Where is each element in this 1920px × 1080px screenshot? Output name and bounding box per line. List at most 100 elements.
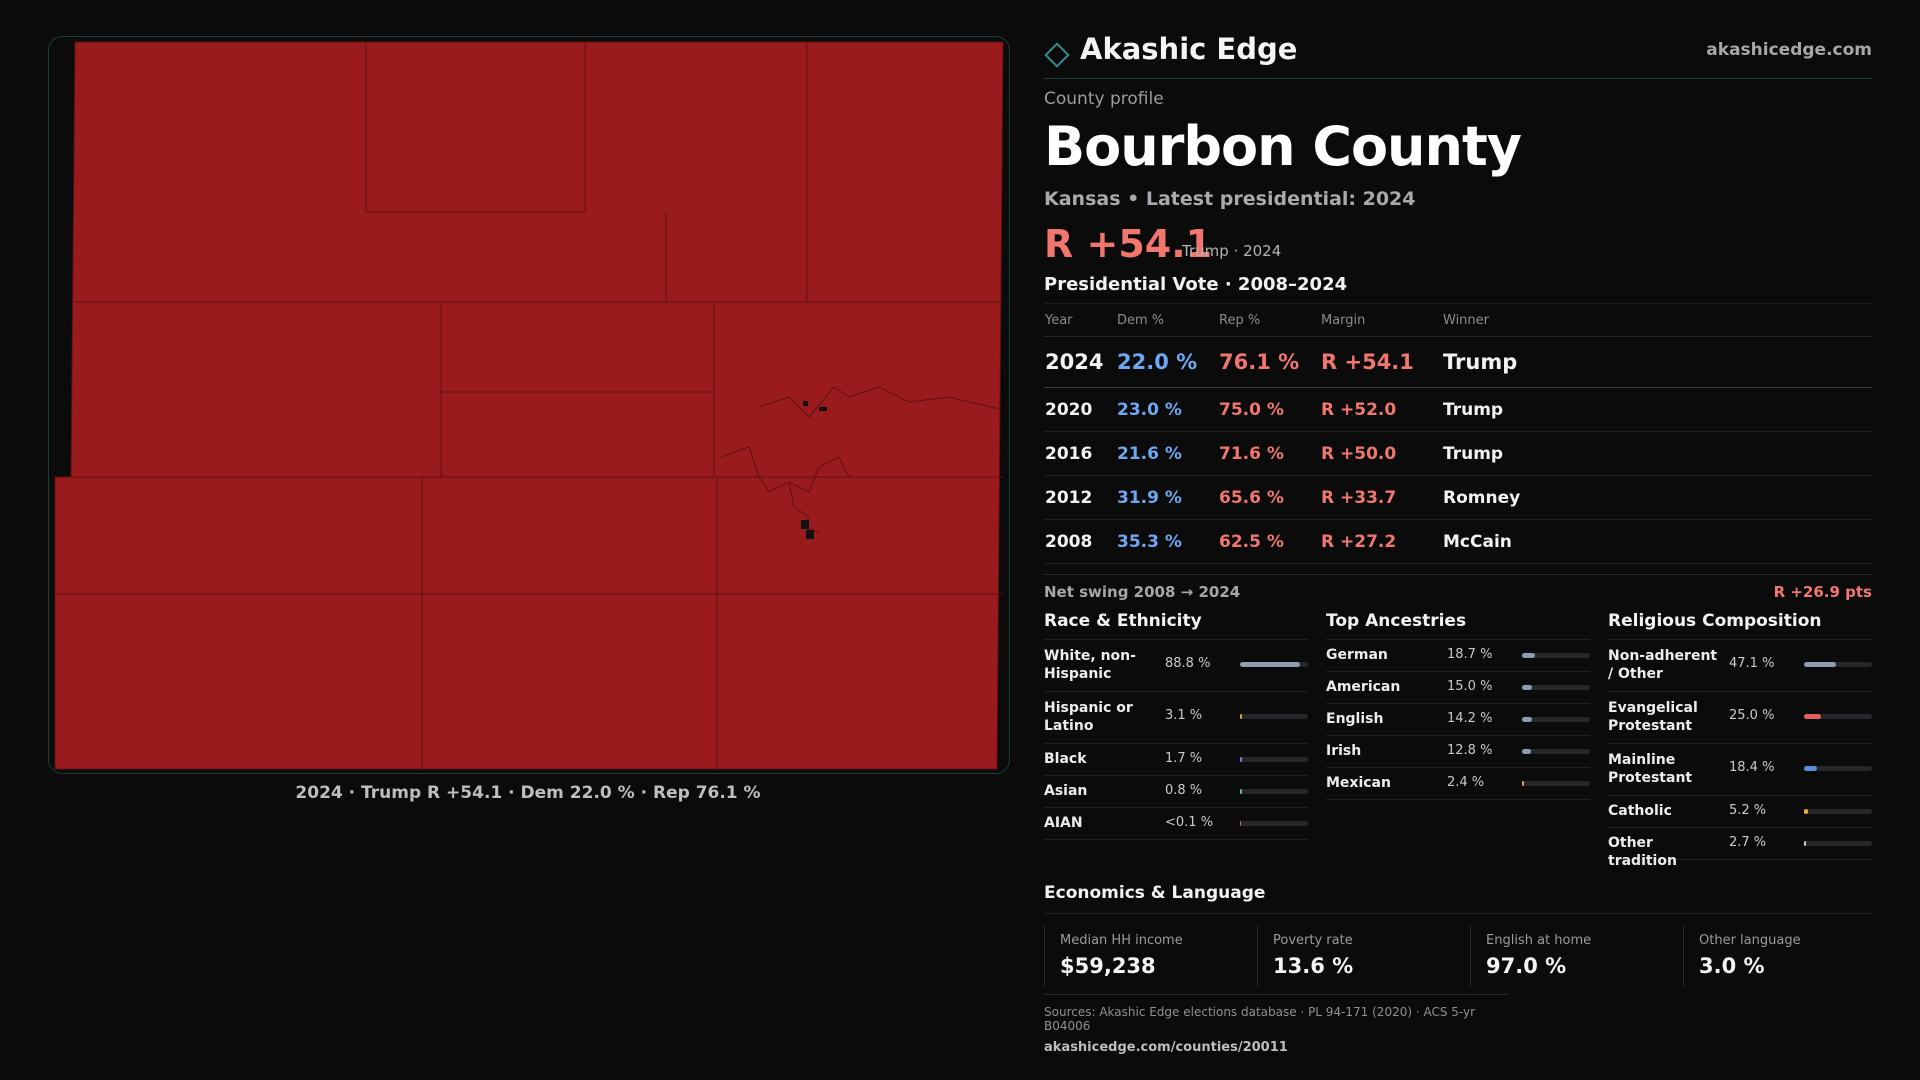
share-bar-fill [1522,717,1532,722]
map-caption: 2024 · Trump R +54.1 · Dem 22.0 % · Rep … [295,783,761,803]
county-shape[interactable] [54,41,1004,770]
row-winner: Trump [1442,387,1872,432]
item-value: 18.7 % [1447,647,1493,662]
row-margin: R +50.0 [1320,431,1442,476]
header-rep: Rep % [1218,303,1320,337]
share-bar-fill [1522,781,1524,786]
item-label: Hispanic or Latino [1044,700,1133,734]
share-bar [1240,714,1308,719]
share-bar [1240,757,1308,762]
item-value: 2.4 % [1447,775,1485,790]
item-label: White, non-Hispanic [1044,648,1136,682]
share-bar [1804,714,1872,719]
share-bar [1522,781,1590,786]
list-item: Mainline Protestant 18.4 % [1608,744,1872,796]
stat-card: Median HH income $59,238 [1044,926,1241,986]
stat-card: Poverty rate 13.6 % [1257,926,1454,986]
share-bar [1804,662,1872,667]
share-bar [1804,841,1872,846]
share-bar [1240,662,1308,667]
row-margin: R +52.0 [1320,387,1442,432]
item-value: 12.8 % [1447,743,1493,758]
list-item: Black 1.7 % [1044,744,1308,776]
county-map[interactable] [48,36,1010,774]
row-dem: 23.0 % [1116,387,1218,432]
row-dem: 22.0 % [1116,336,1218,388]
stat-label: Median HH income [1060,933,1183,948]
item-label: Mexican [1326,775,1391,791]
item-label: English [1326,711,1384,727]
brand-url[interactable]: akashicedge.com [1706,40,1872,60]
share-bar-fill [1804,841,1806,846]
religion-title: Religious Composition [1608,611,1872,640]
row-year: 2016 [1044,431,1116,476]
share-bar [1804,766,1872,771]
item-label: AIAN [1044,815,1083,831]
row-margin: R +33.7 [1320,475,1442,520]
item-label: Evangelical Protestant [1608,700,1698,734]
header-winner: Winner [1442,303,1872,337]
demographics: Race & Ethnicity White, non-Hispanic 88.… [1044,611,1872,875]
item-label: German [1326,647,1388,663]
headline-note: Trump · 2024 [1182,242,1282,260]
page-title: Bourbon County [1044,115,1522,178]
table-row: 2020 23.0 % 75.0 % R +52.0 Trump [1044,387,1872,432]
page-kicker: County profile [1044,89,1164,109]
row-margin: R +27.2 [1320,519,1442,564]
share-bar-fill [1240,662,1301,667]
item-value: 88.8 % [1165,656,1211,671]
share-bar [1240,821,1308,826]
header-margin: Margin [1320,303,1442,337]
share-bar-fill [1804,714,1821,719]
row-winner: Trump [1442,431,1872,476]
item-value: 3.1 % [1165,708,1203,723]
share-bar [1804,809,1872,814]
list-item: Evangelical Protestant 25.0 % [1608,692,1872,744]
list-item: English 14.2 % [1326,704,1590,736]
item-value: 1.7 % [1165,751,1203,766]
county-map-svg [54,41,1004,770]
row-winner: McCain [1442,519,1872,564]
row-dem: 35.3 % [1116,519,1218,564]
economics-section: Economics & Language Median HH income $5… [1044,883,1872,998]
net-swing-value: R +26.9 pts [1773,583,1872,601]
list-item: Asian 0.8 % [1044,776,1308,808]
stat-label: English at home [1486,933,1592,948]
item-label: Non-adherent / Other [1608,648,1718,682]
share-bar [1522,653,1590,658]
item-label: Black [1044,751,1087,767]
stat-card: English at home 97.0 % [1470,926,1667,986]
row-year: 2020 [1044,387,1116,432]
net-swing: Net swing 2008 → 2024 R +26.9 pts [1044,574,1872,605]
row-dem: 31.9 % [1116,475,1218,520]
share-bar-fill [1804,766,1817,771]
item-label: Irish [1326,743,1362,759]
sources-text: Sources: Akashic Edge elections database… [1044,1005,1476,1033]
share-bar-fill [1240,714,1243,719]
item-value: 14.2 % [1447,711,1493,726]
item-label: Asian [1044,783,1088,799]
stat-label: Other language [1699,933,1801,948]
stat-value: 97.0 % [1486,954,1567,978]
item-label: Catholic [1608,803,1672,819]
precinct-boundaries [55,42,1003,769]
county-link[interactable]: akashicedge.com/counties/20011 [1044,1040,1288,1055]
list-item: Irish 12.8 % [1326,736,1590,768]
table-row: 2016 21.6 % 71.6 % R +50.0 Trump [1044,431,1872,476]
vote-section-title: Presidential Vote · 2008–2024 [1044,274,1348,295]
list-item: Other tradition 2.7 % [1608,828,1872,869]
stat-value: 3.0 % [1699,954,1765,978]
race-ethnicity-panel: Race & Ethnicity White, non-Hispanic 88.… [1044,611,1308,840]
share-bar-fill [1522,653,1535,658]
share-bar-fill [1522,749,1531,754]
page-subtitle: Kansas • Latest presidential: 2024 [1044,188,1416,210]
header-dem: Dem % [1116,303,1218,337]
row-year: 2024 [1044,336,1116,388]
share-bar [1522,717,1590,722]
share-bar [1522,685,1590,690]
economics-title: Economics & Language [1044,883,1872,914]
item-label: American [1326,679,1401,695]
share-bar-fill [1240,789,1242,794]
table-row: 2008 35.3 % 62.5 % R +27.2 McCain [1044,519,1872,564]
stat-card: Other language 3.0 % [1683,926,1880,986]
